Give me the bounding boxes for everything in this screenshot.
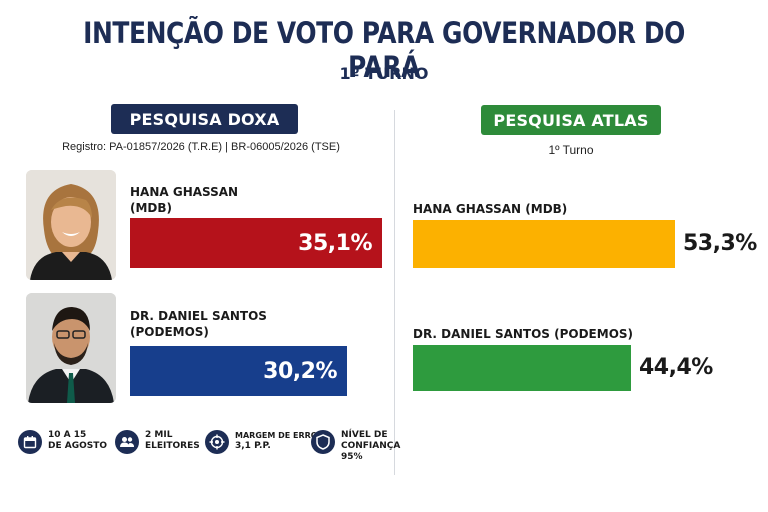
info-confidence-line2: CONFIANÇA <box>341 441 401 451</box>
info-sample-line1: 2 MIL <box>145 430 173 440</box>
atlas-bar-hana <box>413 220 675 268</box>
doxa-candidate-2-name: DR. DANIEL SANTOS <box>130 309 267 323</box>
doxa-registro: Registro: PA-01857/2026 (T.R.E) | BR-060… <box>62 141 340 153</box>
page-title: INTENÇÃO DE VOTO PARA GOVERNADOR DO PARÁ <box>83 16 685 84</box>
daniel-santos-photo <box>26 293 116 403</box>
info-margin: MARGEM DE ERRO 3,1 P.P. <box>205 430 318 454</box>
info-dates: 10 A 15 DE AGOSTO <box>18 430 107 454</box>
atlas-turno: 1º Turno <box>548 143 594 157</box>
info-sample-line2: ELEITORES <box>145 441 200 451</box>
atlas-bar-hana-value: 53,3% <box>683 231 757 256</box>
page-subtitle: 1º TURNO <box>339 64 429 83</box>
info-dates-line2: DE AGOSTO <box>48 441 108 451</box>
info-dates-line1: 10 A 15 <box>48 430 87 440</box>
hana-ghassan-photo <box>26 170 116 280</box>
atlas-badge: PESQUISA ATLAS <box>481 105 661 135</box>
doxa-bar-daniel: 30,2% <box>130 346 347 396</box>
target-icon <box>205 430 229 454</box>
doxa-candidate-1-name: HANA GHASSAN <box>130 185 239 199</box>
info-margin-line2: 3,1 P.P. <box>235 441 271 451</box>
info-confidence-line3: 95% <box>341 452 363 462</box>
shield-icon <box>311 430 335 454</box>
doxa-badge: PESQUISA DOXA <box>111 104 298 134</box>
atlas-candidate-1-label: HANA GHASSAN (MDB) <box>413 202 568 216</box>
doxa-bar-hana-value: 35,1% <box>298 230 372 256</box>
people-icon <box>115 430 139 454</box>
doxa-candidate-1-party: (MDB) <box>130 201 173 215</box>
info-sample: 2 MIL ELEITORES <box>115 430 200 454</box>
info-margin-line1: MARGEM DE ERRO <box>235 431 318 440</box>
info-confidence-line1: NÍVEL DE <box>341 430 388 440</box>
doxa-bar-daniel-value: 30,2% <box>263 358 337 384</box>
atlas-bar-daniel-value: 44,4% <box>639 355 713 380</box>
info-confidence: NÍVEL DE CONFIANÇA 95% <box>311 430 400 463</box>
atlas-candidate-2-label: DR. DANIEL SANTOS (PODEMOS) <box>413 327 634 341</box>
calendar-icon <box>18 430 42 454</box>
doxa-candidate-2-party: (PODEMOS) <box>130 325 209 339</box>
doxa-candidate-2-label: DR. DANIEL SANTOS (PODEMOS) <box>130 308 267 340</box>
doxa-candidate-1-label: HANA GHASSAN (MDB) <box>130 184 238 216</box>
doxa-bar-hana: 35,1% <box>130 218 382 268</box>
column-divider <box>394 110 395 475</box>
atlas-bar-daniel <box>413 345 631 391</box>
